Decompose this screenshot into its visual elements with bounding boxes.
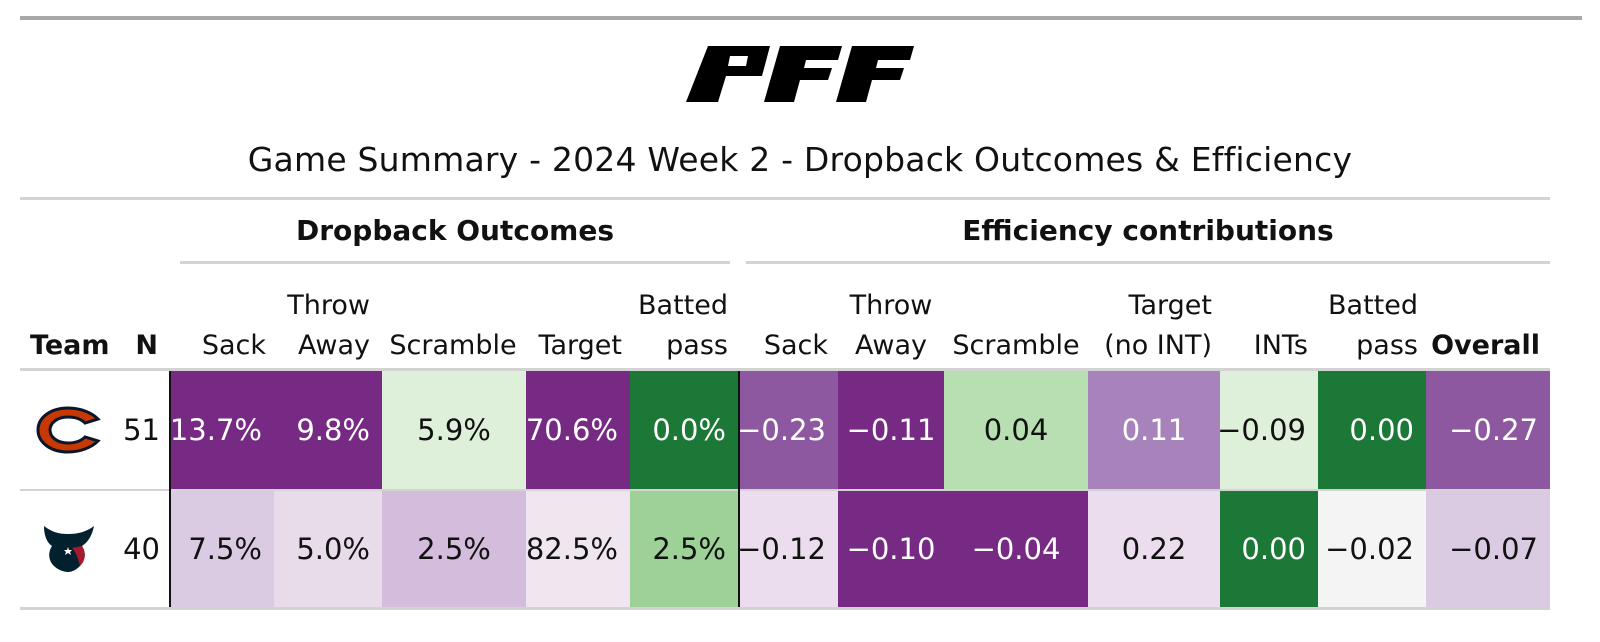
team-n: 51 xyxy=(123,413,160,447)
header-rule xyxy=(20,368,1550,371)
col-header-eff-batted-line1: Batted xyxy=(1328,290,1418,321)
houston-texans-logo-icon xyxy=(34,517,102,579)
spanner-dropback-outcomes: Dropback Outcomes xyxy=(295,214,615,247)
cell-sack: 13.7% xyxy=(170,371,274,489)
column-separator-middle xyxy=(738,371,740,607)
col-header-batted-line1: Batted xyxy=(638,290,728,321)
chicago-bears-logo-graphic xyxy=(36,406,101,454)
col-header-overall: Overall xyxy=(1431,330,1540,361)
col-header-team: Team xyxy=(30,330,110,361)
col-header-eff-throw-away: Throw Away xyxy=(838,282,944,366)
cell-eff-ints: 0.00 xyxy=(1220,491,1318,607)
cell-overall: −0.07 xyxy=(1426,491,1550,607)
col-header-throw-away-line1: Throw xyxy=(287,290,370,321)
cell-target: 82.5% xyxy=(526,491,630,607)
col-header-eff-sack: Sack xyxy=(763,330,828,361)
top-rule xyxy=(20,16,1582,20)
col-header-batted-line2: pass xyxy=(666,330,728,361)
pff-logo xyxy=(686,46,914,102)
cell-overall: −0.27 xyxy=(1426,371,1550,489)
cell-eff-throw-away: −0.11 xyxy=(838,371,944,489)
col-header-scramble: Scramble xyxy=(389,330,517,361)
spanner-dropback-rule xyxy=(180,261,730,264)
cell-eff-target: 0.22 xyxy=(1088,491,1220,607)
houston-texans-logo-graphic xyxy=(44,526,94,572)
row-divider xyxy=(20,489,1550,491)
cell-batted-pass: 0.0% xyxy=(630,371,738,489)
chicago-bears-logo-icon xyxy=(34,399,102,461)
col-header-eff-batted: Batted pass xyxy=(1318,282,1418,366)
table-row: 40 7.5% 5.0% 2.5% 82.5% 2.5% −0.12 −0.10 −0.04 0… xyxy=(0,491,1600,607)
pff-logo-graphic xyxy=(686,46,914,102)
spanner-efficiency-rule xyxy=(746,261,1550,264)
col-header-batted-pass: Batted pass xyxy=(630,282,728,366)
cell-batted-pass: 2.5% xyxy=(630,491,738,607)
title-rule xyxy=(20,197,1550,200)
cell-eff-batted: −0.02 xyxy=(1318,491,1426,607)
col-header-throw-away-line2: Away xyxy=(298,330,370,361)
column-separator-left xyxy=(169,371,171,607)
cell-eff-scramble: −0.04 xyxy=(944,491,1088,607)
cell-throw-away: 9.8% xyxy=(274,371,382,489)
cell-scramble: 2.5% xyxy=(382,491,526,607)
cell-eff-batted: 0.00 xyxy=(1318,371,1426,489)
col-header-eff-ints: INTs xyxy=(1253,330,1308,361)
col-header-eff-batted-line2: pass xyxy=(1356,330,1418,361)
col-header-eff-scramble: Scramble xyxy=(952,330,1080,361)
col-header-eff-throw-away-line2: Away xyxy=(855,330,927,361)
cell-sack: 7.5% xyxy=(171,491,274,607)
col-header-eff-throw-away-line1: Throw xyxy=(849,290,933,321)
bottom-rule xyxy=(20,607,1550,610)
col-header-eff-target-line2: (no INT) xyxy=(1104,330,1212,361)
cell-eff-throw-away: −0.10 xyxy=(838,491,944,607)
team-n: 40 xyxy=(123,532,160,566)
cell-eff-sack: −0.23 xyxy=(737,371,838,489)
col-header-eff-target-line1: Target xyxy=(1128,290,1212,321)
spanner-efficiency: Efficiency contributions xyxy=(962,214,1334,247)
cell-throw-away: 5.0% xyxy=(274,491,382,607)
cell-eff-scramble: 0.04 xyxy=(944,371,1088,489)
table-title: Game Summary - 2024 Week 2 - Dropback Ou… xyxy=(247,140,1353,179)
cell-eff-ints: −0.09 xyxy=(1217,371,1318,489)
table-row: 51 13.7% 9.8% 5.9% 70.6% 0.0% −0.23 −0.11 0.04 0… xyxy=(0,371,1600,489)
cell-target: 70.6% xyxy=(526,371,630,489)
col-header-eff-target: Target (no INT) xyxy=(1090,282,1212,366)
col-header-target: Target xyxy=(538,330,622,361)
cell-eff-sack: −0.12 xyxy=(737,491,838,607)
col-header-throw-away: Throw Away xyxy=(274,282,370,366)
cell-eff-target: 0.11 xyxy=(1088,371,1220,489)
col-header-n: N xyxy=(135,330,158,361)
cell-scramble: 5.9% xyxy=(382,371,526,489)
col-header-sack: Sack xyxy=(201,330,266,361)
